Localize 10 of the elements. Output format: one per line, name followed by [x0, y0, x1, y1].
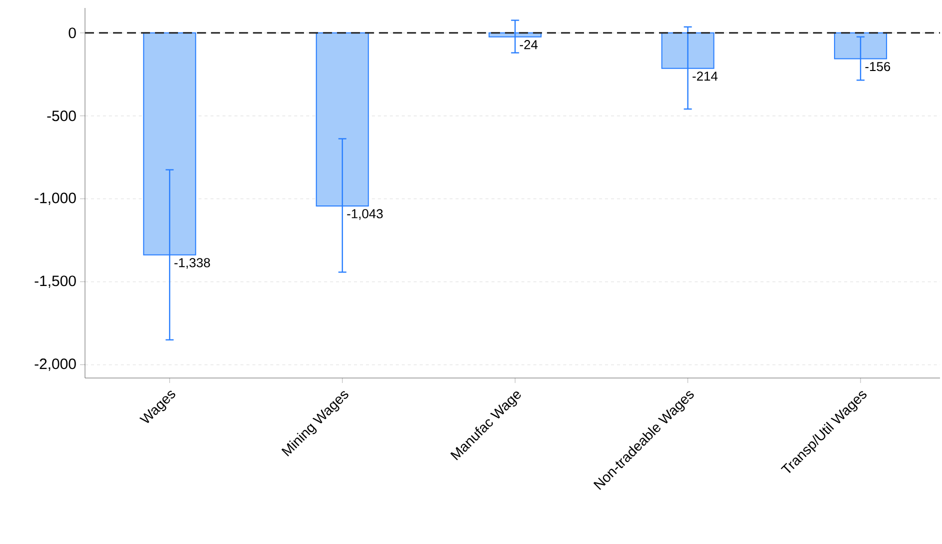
data-label: -24 [520, 40, 538, 50]
y-tick-label: -2,000 [34, 358, 76, 371]
y-tick-label: -1,500 [34, 276, 76, 288]
data-label: -214 [692, 72, 718, 81]
y-tick-label: 0 [68, 28, 76, 38]
y-tick-label: -500 [47, 110, 76, 122]
data-label: -1,043 [347, 209, 383, 220]
data-label: -156 [865, 62, 890, 72]
y-tick-label: -1,000 [34, 192, 76, 205]
data-label: -1,338 [174, 258, 210, 269]
